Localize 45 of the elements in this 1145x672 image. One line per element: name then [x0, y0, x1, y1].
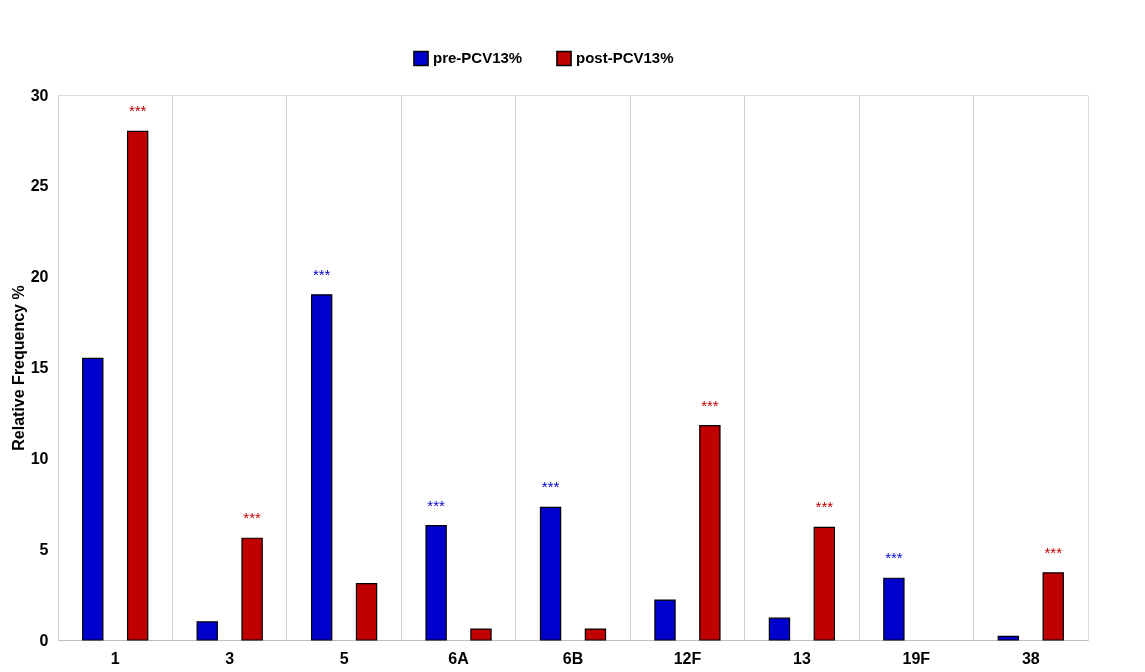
x-tick-label: 12F: [673, 649, 702, 667]
y-tick-label: 15: [30, 359, 49, 376]
x-tick-label: 19F: [902, 649, 931, 667]
bar: [699, 425, 721, 641]
x-tick-label: 3: [225, 649, 235, 667]
x-tick-label: 6A: [448, 649, 470, 667]
bar: [997, 635, 1020, 641]
bar: [310, 294, 333, 641]
bar: [883, 577, 905, 641]
annotation: ***: [885, 549, 903, 567]
x-tick-label: 6B: [562, 649, 584, 667]
y-tick-label: 25: [30, 177, 49, 195]
annotation: ***: [312, 265, 331, 283]
annotation: ***: [427, 496, 446, 514]
y-tick-label: 30: [30, 86, 49, 104]
bar: [768, 617, 791, 641]
y-tick-label: 5: [39, 540, 49, 558]
bar: [813, 526, 836, 641]
bar: [470, 628, 492, 641]
bar: [355, 583, 378, 641]
bar: [584, 628, 607, 641]
annotation: ***: [128, 102, 147, 120]
bar: [126, 130, 149, 641]
y-tick-label: 10: [30, 449, 49, 467]
bar: [82, 357, 104, 641]
annotation: ***: [541, 478, 560, 496]
x-tick-label: 1: [110, 649, 120, 667]
y-tick-label: 0: [39, 631, 49, 649]
bar: [539, 506, 562, 641]
annotation: ***: [1044, 543, 1063, 561]
annotation: ***: [701, 396, 719, 414]
x-tick-label: 38: [1021, 649, 1040, 667]
annotation: ***: [815, 498, 834, 516]
x-tick-label: 5: [339, 649, 349, 667]
y-tick-label: 20: [30, 268, 49, 286]
bar: [1042, 572, 1064, 641]
bar: [196, 621, 218, 641]
bar: [241, 537, 263, 641]
bar: [654, 599, 676, 641]
bar: [425, 524, 447, 641]
annotation: ***: [243, 509, 262, 527]
legend-label: post-PCV13%: [576, 49, 674, 67]
y-axis-title: Relative Frequency %: [9, 285, 27, 451]
legend-label: pre-PCV13%: [433, 49, 523, 67]
x-tick-label: 13: [792, 649, 811, 667]
